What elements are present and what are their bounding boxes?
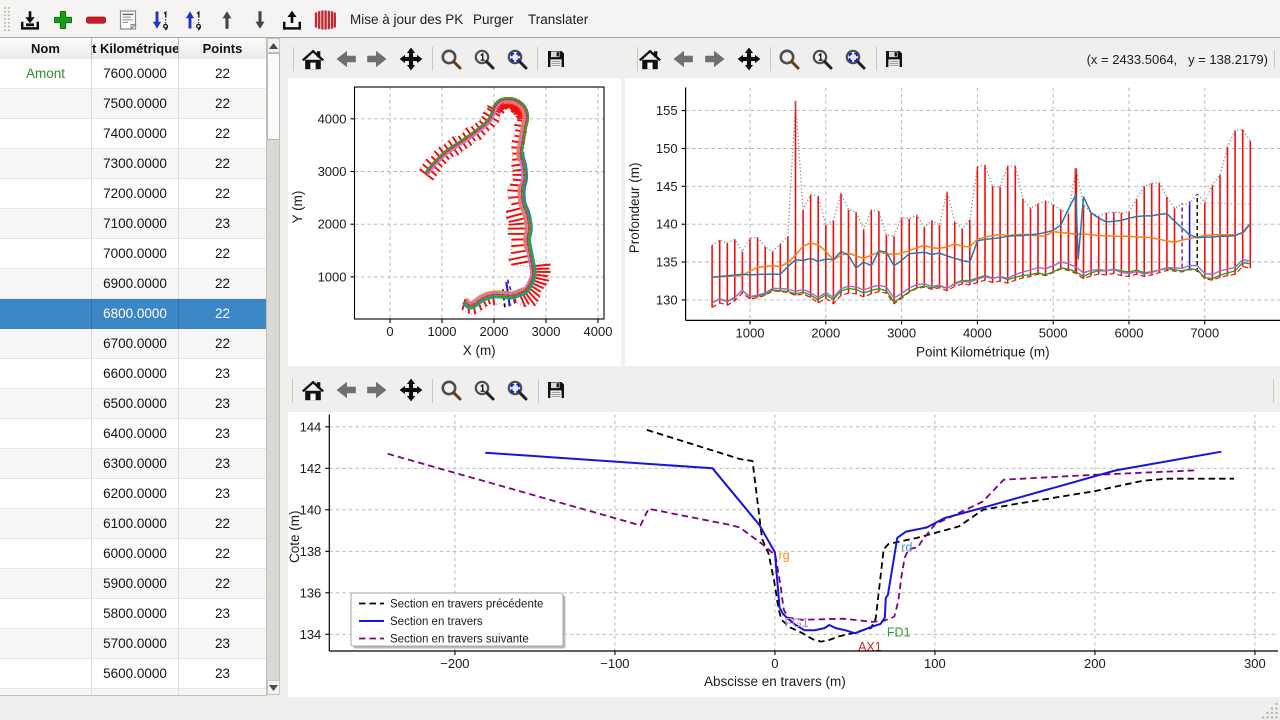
svg-text:2000: 2000 — [480, 324, 509, 339]
svg-text:135: 135 — [656, 255, 678, 270]
svg-text:FG1: FG1 — [785, 616, 809, 630]
svg-text:140: 140 — [300, 502, 322, 517]
svg-text:X (m): X (m) — [463, 343, 496, 358]
svg-text:0: 0 — [771, 656, 778, 671]
svg-text:144: 144 — [300, 419, 322, 434]
svg-text:Section en travers suivante: Section en travers suivante — [390, 634, 529, 646]
svg-text:1000: 1000 — [736, 325, 765, 340]
svg-text:AX1: AX1 — [858, 640, 882, 654]
svg-text:145: 145 — [656, 179, 678, 194]
svg-text:Profondeur (m): Profondeur (m) — [627, 163, 642, 254]
svg-text:6000: 6000 — [1115, 325, 1144, 340]
svg-text:4000: 4000 — [318, 111, 347, 126]
svg-text:100: 100 — [924, 656, 946, 671]
svg-text:130: 130 — [656, 292, 678, 307]
svg-text:1000: 1000 — [428, 324, 457, 339]
svg-text:Abscisse en travers (m): Abscisse en travers (m) — [704, 674, 846, 689]
svg-text:Section en travers: Section en travers — [390, 616, 483, 628]
svg-text:1000: 1000 — [318, 269, 347, 284]
svg-text:−200: −200 — [440, 656, 469, 671]
svg-text:138: 138 — [300, 544, 322, 559]
svg-text:3000: 3000 — [887, 325, 916, 340]
svg-text:rg: rg — [779, 549, 790, 563]
svg-text:300: 300 — [1244, 656, 1266, 671]
svg-text:4000: 4000 — [963, 325, 992, 340]
svg-text:155: 155 — [656, 103, 678, 118]
svg-text:2000: 2000 — [811, 325, 840, 340]
svg-text:150: 150 — [656, 141, 678, 156]
svg-text:Cote (m): Cote (m) — [288, 511, 302, 564]
svg-text:5000: 5000 — [1039, 325, 1068, 340]
svg-text:2000: 2000 — [318, 217, 347, 232]
svg-text:−100: −100 — [600, 656, 629, 671]
svg-text:142: 142 — [300, 461, 322, 476]
svg-text:3000: 3000 — [532, 324, 561, 339]
svg-text:rd: rd — [901, 540, 912, 554]
svg-text:136: 136 — [300, 585, 322, 600]
svg-text:Point Kilométrique (m): Point Kilométrique (m) — [916, 344, 1050, 359]
svg-text:3000: 3000 — [318, 164, 347, 179]
svg-text:Section en travers précédente: Section en travers précédente — [390, 599, 543, 611]
svg-text:4000: 4000 — [584, 324, 613, 339]
svg-text:0: 0 — [386, 324, 393, 339]
svg-text:140: 140 — [656, 217, 678, 232]
svg-text:7000: 7000 — [1190, 325, 1219, 340]
svg-text:200: 200 — [1084, 656, 1106, 671]
svg-text:FD1: FD1 — [887, 625, 911, 639]
svg-text:Y (m): Y (m) — [290, 191, 305, 224]
svg-text:134: 134 — [300, 627, 322, 642]
